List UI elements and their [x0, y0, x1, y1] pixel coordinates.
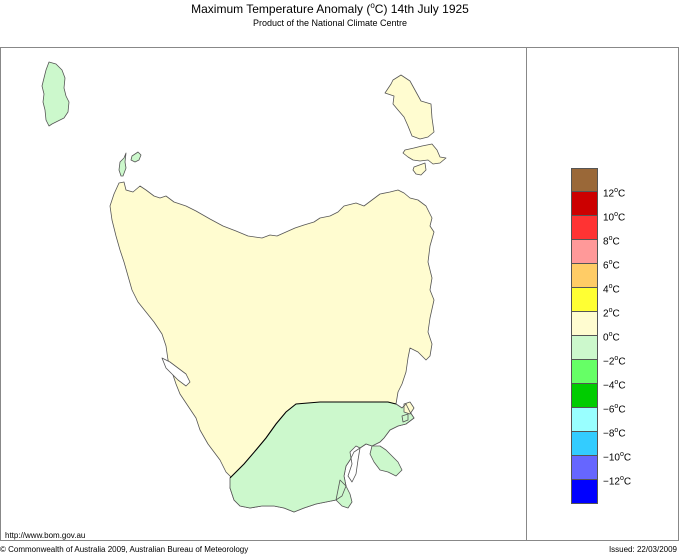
legend-swatch [571, 312, 598, 336]
degree-symbol: o [370, 1, 375, 10]
map-frame [0, 47, 679, 541]
bom-url-link[interactable]: http://www.bom.gov.au [5, 531, 86, 540]
legend-label: −2oC [603, 355, 626, 368]
legend-swatch [571, 432, 598, 456]
legend-swatch [571, 360, 598, 384]
legend-swatch [571, 264, 598, 288]
legend-label: 12oC [603, 187, 626, 200]
legend-label: −4oC [603, 379, 626, 392]
legend-label: −10oC [603, 451, 632, 464]
legend-swatch [571, 480, 598, 504]
legend-swatch [571, 168, 598, 192]
legend-label: −6oC [603, 403, 626, 416]
macquarie-harbour [161, 357, 191, 387]
legend-label: −8oC [603, 427, 626, 440]
derwent-estuary [347, 445, 361, 483]
legend-swatch [571, 384, 598, 408]
three-hummock-island [130, 151, 142, 163]
clarke-island [412, 162, 427, 176]
king-island [41, 61, 70, 127]
legend-swatch [571, 216, 598, 240]
legend-swatch [571, 456, 598, 480]
cape-barren-island [402, 143, 447, 165]
legend-label: 8oC [603, 235, 620, 248]
legend-swatch [571, 408, 598, 432]
map-subtitle: Product of the National Climate Centre [0, 18, 680, 28]
color-legend [571, 168, 598, 504]
legend-label: 0oC [603, 331, 620, 344]
subtitle-text: Product of the National Climate Centre [252, 18, 408, 28]
title-prefix: Maximum Temperature Anomaly ( [191, 2, 371, 16]
maria-island-south [401, 413, 409, 423]
zero-degree-contour [229, 401, 397, 479]
tasman-peninsula [369, 445, 403, 477]
legend-divider [526, 47, 527, 541]
legend-swatch [571, 192, 598, 216]
flinders-island [384, 74, 435, 140]
legend-label: 2oC [603, 307, 620, 320]
hunter-island [118, 152, 127, 177]
copyright-text: © Commonwealth of Australia 2009, Austra… [0, 545, 249, 554]
legend-label: 4oC [603, 283, 620, 296]
title-suffix: C) 14th July 1925 [374, 2, 469, 16]
legend-swatch [571, 336, 598, 360]
legend-swatch [571, 240, 598, 264]
cool-anomaly-region [230, 402, 414, 512]
legend-label: −12oC [603, 475, 632, 488]
legend-label: 10oC [603, 211, 626, 224]
map-title: Maximum Temperature Anomaly (oC) 14th Ju… [0, 1, 680, 16]
maria-island [403, 401, 415, 415]
legend-swatch [571, 288, 598, 312]
issued-date: Issued: 22/03/2009 [608, 545, 677, 554]
legend-label: 6oC [603, 259, 620, 272]
bruny-island [335, 479, 353, 509]
